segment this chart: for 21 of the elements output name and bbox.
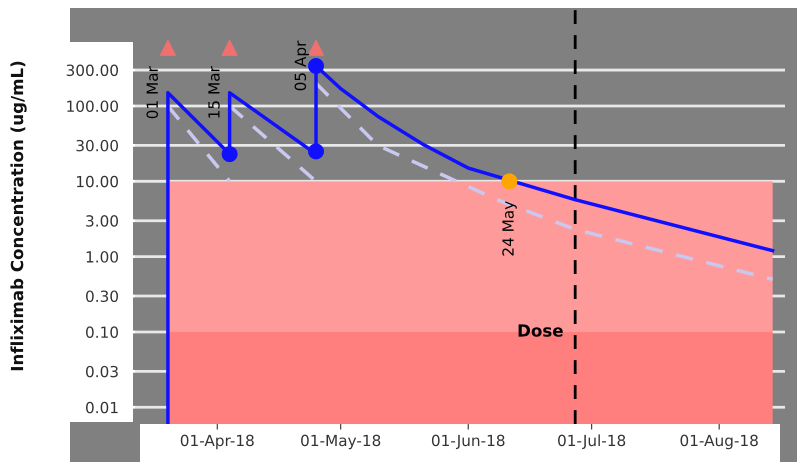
x-tick-label: 01-Apr-18 bbox=[180, 434, 254, 450]
x-tick-label: 01-Jul-18 bbox=[558, 434, 626, 450]
annotation: 05 Apr bbox=[294, 40, 310, 90]
x-tick-label: 01-Jun-18 bbox=[432, 434, 504, 450]
y-tick-label: 100.00 bbox=[67, 100, 118, 112]
y-tick-label: 0.30 bbox=[86, 290, 118, 302]
y-tick-label: 0.03 bbox=[86, 366, 118, 378]
annotation: 24 May bbox=[502, 201, 517, 256]
annotation: 15 Mar bbox=[208, 66, 220, 118]
x-tick-label: 01-Aug-18 bbox=[680, 434, 758, 450]
y-tick-label: 0.01 bbox=[86, 402, 118, 414]
y-tick-label: 3.00 bbox=[86, 215, 118, 227]
y-tick-label: 30.00 bbox=[76, 140, 118, 152]
y-tick-label: 1.00 bbox=[86, 251, 118, 263]
y-axis-title: Infliximab Concentration (ug/mL) bbox=[10, 62, 27, 370]
ref-line-label: Dose bbox=[518, 324, 563, 337]
y-tick-label: 300.00 bbox=[66, 64, 118, 76]
annotation: 01 Mar bbox=[146, 66, 158, 118]
y-tick-label: 10.00 bbox=[76, 176, 118, 188]
y-tick-label: 0.10 bbox=[86, 326, 118, 338]
x-tick-label: 01-May-18 bbox=[301, 434, 380, 450]
